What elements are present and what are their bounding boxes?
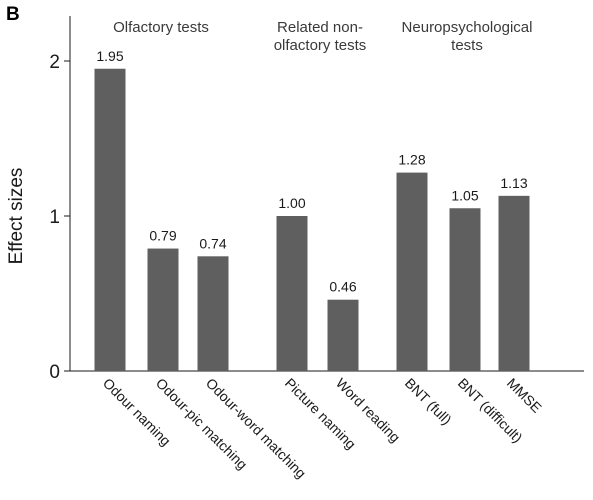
bar bbox=[148, 249, 179, 371]
group-label: Related non-olfactory tests bbox=[274, 19, 367, 54]
bar bbox=[198, 256, 229, 371]
data-label: 1.95 bbox=[96, 48, 123, 64]
category-label: BNT (full) bbox=[402, 375, 455, 428]
group-labels: Olfactory tests Related non-olfactory tes… bbox=[113, 19, 532, 54]
data-label: 1.13 bbox=[500, 175, 527, 191]
category-label: Odour-pic matching bbox=[153, 375, 251, 473]
bar bbox=[95, 69, 126, 371]
category-label: MMSE bbox=[504, 375, 545, 416]
data-label: 1.05 bbox=[451, 187, 478, 203]
y-tick-label: 2 bbox=[49, 52, 60, 73]
bar bbox=[450, 208, 481, 371]
y-tick-label: 0 bbox=[49, 362, 60, 383]
data-label: 0.46 bbox=[329, 279, 356, 295]
data-label: 0.79 bbox=[149, 228, 176, 244]
bar bbox=[328, 300, 359, 371]
bar bbox=[499, 196, 530, 371]
bar bbox=[277, 216, 308, 371]
group-label: Olfactory tests bbox=[113, 19, 209, 36]
panel-letter: B bbox=[6, 4, 20, 25]
data-label: 1.28 bbox=[398, 152, 425, 168]
bars bbox=[95, 69, 530, 371]
data-label: 0.74 bbox=[199, 235, 226, 251]
y-axis-label: Effect sizes bbox=[6, 168, 27, 265]
group-label: Neuropsychological tests bbox=[402, 19, 533, 54]
data-label: 1.00 bbox=[278, 195, 305, 211]
bar bbox=[397, 173, 428, 371]
y-tick-label: 1 bbox=[49, 207, 60, 228]
